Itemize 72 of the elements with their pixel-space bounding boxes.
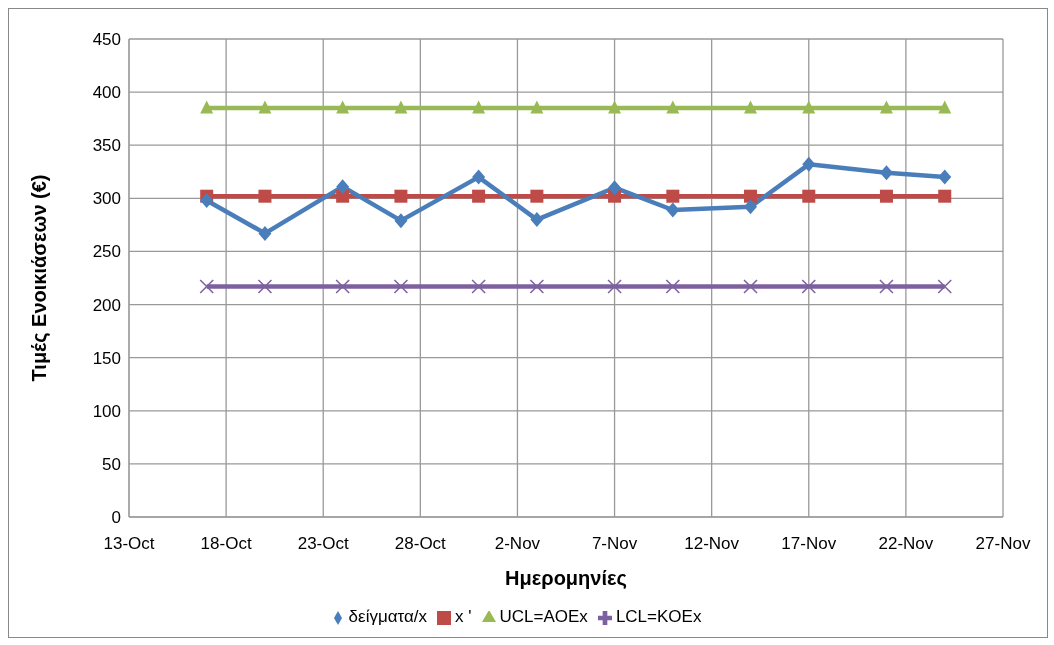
x-tick-label: 13-Oct [103, 534, 155, 554]
point [802, 100, 816, 114]
point [336, 189, 350, 203]
point [802, 156, 816, 172]
point [258, 100, 272, 114]
point [257, 279, 273, 294]
point [200, 192, 214, 208]
point [608, 100, 622, 114]
x-tick-label: 12-Nov [684, 534, 740, 554]
x-tick-label: 2-Nov [494, 534, 541, 554]
legend-label: UCL=AOEx [499, 607, 588, 626]
point [336, 179, 350, 195]
x-axis-title: Ημερομηνίες [505, 567, 627, 589]
point [471, 279, 486, 294]
point [879, 279, 894, 294]
point [802, 189, 816, 203]
y-axis-title: Τιμές Ενοικιάσεων (€) [28, 174, 51, 382]
point [666, 202, 680, 218]
point [665, 279, 681, 294]
point [879, 165, 893, 181]
point [530, 212, 544, 228]
point [335, 279, 350, 294]
point [938, 100, 952, 114]
point [530, 100, 544, 114]
y-tick-label: 50 [102, 454, 121, 474]
point [394, 213, 408, 229]
legend-label: x ' [455, 607, 472, 626]
y-tick-label: 400 [92, 83, 121, 103]
point [938, 189, 952, 203]
y-tick-label: 200 [92, 295, 121, 315]
y-tick-label: 450 [92, 30, 121, 50]
y-tick-label: 350 [92, 136, 121, 156]
x-tick-label: 28-Oct [394, 534, 447, 554]
point [200, 100, 214, 114]
x-tick-label: 17-Nov [781, 534, 837, 554]
y-tick-label: 300 [92, 189, 121, 209]
legend-label: LCL=KOEx [615, 607, 702, 626]
point [258, 225, 272, 241]
x-tick-label: 22-Nov [878, 534, 934, 554]
point [607, 279, 622, 294]
point [801, 279, 817, 294]
point [394, 100, 408, 114]
y-tick-label: 100 [92, 401, 121, 421]
y-tick-label: 250 [92, 242, 121, 262]
point [258, 189, 272, 203]
point [744, 189, 758, 203]
point [744, 100, 758, 114]
point [393, 279, 409, 294]
x-tick-label: 27-Nov [975, 534, 1031, 554]
point [743, 279, 758, 294]
legend-label: δείγματα/x [348, 607, 428, 626]
y-tick-label: 0 [111, 508, 121, 528]
point [879, 100, 893, 114]
point [879, 189, 893, 203]
point [666, 189, 680, 203]
point [937, 279, 952, 294]
point [608, 180, 622, 196]
x-tick-label: 23-Oct [297, 534, 349, 554]
point [472, 169, 486, 185]
point [744, 199, 758, 215]
x-tick-label: 18-Oct [200, 534, 252, 554]
point [336, 100, 350, 114]
point [199, 279, 214, 294]
point [394, 189, 408, 203]
point [666, 100, 680, 114]
point [529, 279, 545, 294]
point [472, 100, 486, 114]
x-tick-label: 7-Nov [591, 534, 638, 554]
y-tick-label: 150 [92, 348, 121, 368]
point [472, 189, 486, 203]
point [938, 169, 952, 185]
point [530, 189, 544, 203]
